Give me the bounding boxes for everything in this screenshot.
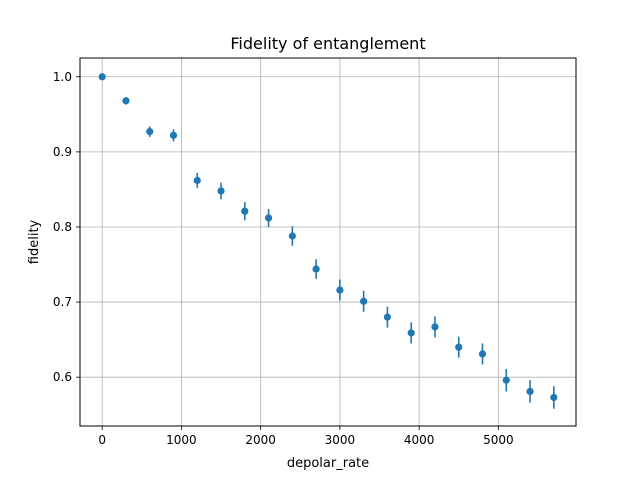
data-point bbox=[431, 323, 439, 331]
x-axis-label: depolar_rate bbox=[287, 456, 369, 471]
y-tick-label: 0.6 bbox=[53, 370, 72, 384]
data-point bbox=[98, 73, 106, 81]
y-tick-label: 0.7 bbox=[53, 295, 72, 309]
data-point bbox=[336, 286, 344, 294]
data-point bbox=[122, 97, 130, 105]
data-point bbox=[146, 128, 154, 136]
data-point bbox=[169, 131, 178, 139]
data-point bbox=[478, 350, 487, 358]
data-point bbox=[312, 265, 320, 273]
ticks: 0 1000 2000 3000 4000 5000 0.6 0.7 0.8 0.9 1.0 bbox=[53, 70, 514, 447]
x-tick-label: 4000 bbox=[404, 433, 435, 447]
data-point bbox=[455, 343, 463, 351]
data-point bbox=[241, 207, 249, 215]
x-tick-label: 2000 bbox=[245, 433, 276, 447]
data-point bbox=[217, 187, 225, 195]
data-point bbox=[407, 329, 415, 337]
grid bbox=[80, 58, 576, 426]
chart-title: Fidelity of entanglement bbox=[230, 34, 425, 53]
plot-frame bbox=[79, 57, 577, 427]
data-point bbox=[193, 176, 201, 185]
data-point bbox=[264, 214, 273, 222]
data-point bbox=[360, 297, 368, 305]
x-tick-label: 5000 bbox=[483, 433, 514, 447]
data-point bbox=[550, 393, 558, 402]
y-axis-label: fidelity bbox=[27, 219, 42, 264]
data-point bbox=[526, 387, 534, 396]
x-tick-label: 3000 bbox=[325, 433, 356, 447]
data-points bbox=[98, 73, 558, 409]
y-tick-label: 1.0 bbox=[53, 70, 72, 84]
data-point bbox=[502, 376, 510, 384]
data-point bbox=[288, 232, 296, 240]
x-tick-label: 0 bbox=[98, 433, 106, 447]
y-tick-label: 0.8 bbox=[53, 220, 72, 234]
data-point bbox=[383, 313, 392, 321]
y-tick-label: 0.9 bbox=[53, 145, 72, 159]
x-tick-label: 1000 bbox=[166, 433, 197, 447]
